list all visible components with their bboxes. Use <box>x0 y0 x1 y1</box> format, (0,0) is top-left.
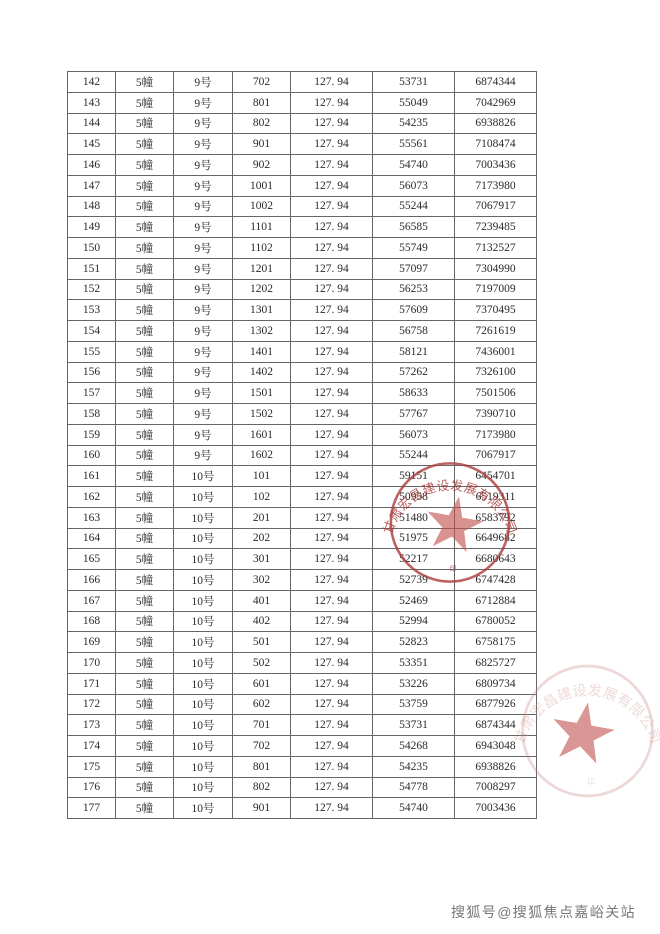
svg-text:印: 印 <box>587 777 594 786</box>
